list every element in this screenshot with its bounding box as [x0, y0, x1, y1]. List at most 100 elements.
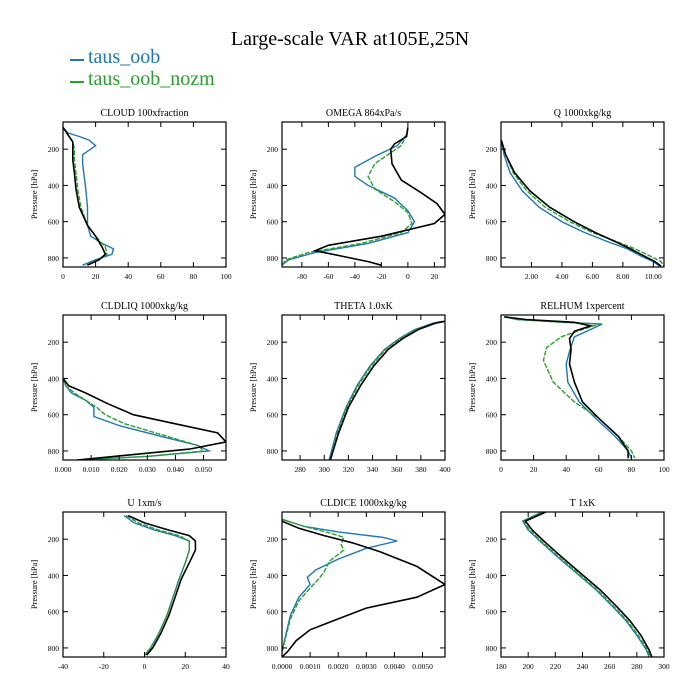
series-line-reference — [127, 514, 197, 656]
panel-title: OMEGA 864xPa/s — [326, 108, 401, 119]
plot-frame — [500, 511, 665, 658]
y-tick-label: 400 — [486, 374, 498, 383]
y-tick-label: 400 — [267, 571, 279, 580]
panel-1: CLOUD 100xfraction 0 20 40 60 80 100 200 400 600 8… — [29, 108, 232, 281]
y-tick-label: 800 — [267, 644, 279, 653]
y-axis-label: Pressure [hPa] — [248, 363, 258, 413]
x-tick-label: 20 — [182, 662, 190, 671]
x-tick-label: -20 — [376, 272, 386, 281]
panel-3: Q 1000xkg/kg 2.00 4.00 6.00 8.00 10.00 200 400 6… — [467, 108, 665, 281]
legend-label-taus-oob-nozm: taus_oob_nozm — [88, 68, 215, 90]
x-tick-label: 0.0000 — [272, 662, 293, 671]
panel-title: Q 1000xkg/kg — [554, 108, 612, 119]
series-line-reference — [504, 316, 629, 459]
y-tick-label: 200 — [267, 145, 279, 154]
panel-9: T 1xK 180 200 220 240 260 280 300 200 400 600 800 Pr… — [467, 498, 670, 671]
x-tick-label: -40 — [58, 662, 68, 671]
panel-6: RELHUM 1xpercent 0 20 40 60 80 100 200 400 600 800… — [467, 301, 670, 474]
x-tick-label: 4.00 — [555, 272, 568, 281]
panel-8: CLDICE 1000xkg/kg 0.0000 0.0010 0.0020 0.003… — [248, 498, 446, 671]
y-axis-label: Pressure [hPa] — [248, 170, 258, 220]
y-tick-label: 600 — [48, 218, 60, 227]
series-line-taus_oob_nozm — [63, 127, 108, 266]
series-line-taus_oob — [63, 126, 115, 266]
plot-frame — [62, 314, 227, 461]
y-tick-label: 400 — [48, 374, 60, 383]
x-tick-label: 80 — [190, 272, 198, 281]
legend-label-taus-oob: taus_oob — [88, 46, 161, 68]
y-tick-label: 200 — [267, 535, 279, 544]
x-tick-label: 280 — [631, 662, 643, 671]
y-tick-label: 200 — [48, 535, 60, 544]
y-tick-label: 800 — [267, 254, 279, 263]
figure-title: Large-scale VAR at105E,25N — [230, 28, 470, 50]
x-tick-label: 360 — [391, 465, 403, 474]
y-axis-label: Pressure [hPa] — [467, 170, 477, 220]
y-tick-label: 600 — [486, 411, 498, 420]
y-axis-label: Pressure [hPa] — [467, 363, 477, 413]
y-tick-label: 800 — [486, 447, 498, 456]
panel-title: T 1xK — [570, 498, 596, 509]
x-tick-label: 80 — [628, 465, 636, 474]
series-line-taus_oob — [328, 320, 443, 460]
series-line-taus_oob_nozm — [282, 518, 345, 654]
x-tick-label: 320 — [343, 465, 355, 474]
x-tick-label: 100 — [220, 272, 232, 281]
series-line-reference — [329, 320, 445, 460]
plot-frame — [281, 511, 446, 658]
series-line-reference — [501, 139, 662, 267]
y-tick-label: 200 — [486, 535, 498, 544]
x-tick-label: 60 — [595, 465, 603, 474]
series-line-taus_oob — [501, 139, 660, 267]
panel-7: U 1xm/s -40 -20 0 20 40 200 400 600 800 Pressure [… — [29, 498, 230, 671]
plot-frame — [281, 121, 446, 268]
plot-frame — [281, 314, 446, 461]
y-tick-label: 200 — [486, 145, 498, 154]
y-tick-label: 800 — [267, 447, 279, 456]
y-tick-label: 600 — [267, 608, 279, 617]
plot-frame — [62, 121, 227, 268]
x-tick-label: 0.0040 — [384, 662, 405, 671]
y-axis-label: Pressure [hPa] — [467, 560, 477, 610]
panel-title: CLDICE 1000xkg/kg — [320, 498, 406, 509]
y-tick-label: 800 — [486, 644, 498, 653]
series-line-reference — [63, 377, 226, 460]
series-line-reference — [63, 126, 107, 266]
y-tick-label: 400 — [486, 571, 498, 580]
series-line-taus_oob_nozm — [125, 514, 190, 656]
x-tick-label: 340 — [367, 465, 379, 474]
x-tick-label: 0.030 — [139, 465, 156, 474]
panel-4: CLDLIQ 1000xkg/kg 0.000 0.010 0.020 0.030 0.0… — [29, 301, 227, 474]
panel-title: CLOUD 100xfraction — [100, 108, 188, 119]
x-tick-label: 0 — [406, 272, 410, 281]
x-tick-label: 40 — [222, 662, 230, 671]
x-tick-label: 0.020 — [111, 465, 128, 474]
y-tick-label: 200 — [48, 145, 60, 154]
x-tick-label: 260 — [604, 662, 616, 671]
series-line-taus_oob — [282, 518, 398, 652]
y-axis-label: Pressure [hPa] — [248, 560, 258, 610]
plot-frame — [62, 511, 227, 658]
x-tick-label: 0.0030 — [356, 662, 377, 671]
plot-frame — [500, 314, 665, 461]
y-tick-label: 800 — [48, 447, 60, 456]
x-tick-label: 0 — [61, 272, 65, 281]
y-tick-label: 600 — [267, 411, 279, 420]
x-tick-label: 20 — [92, 272, 100, 281]
y-tick-label: 200 — [267, 338, 279, 347]
x-tick-label: 0.010 — [83, 465, 100, 474]
x-tick-label: 180 — [495, 662, 507, 671]
x-tick-label: 60 — [157, 272, 165, 281]
y-axis-label: Pressure [hPa] — [29, 363, 39, 413]
x-tick-label: 220 — [550, 662, 562, 671]
series-line-taus_oob_nozm — [329, 320, 443, 460]
x-tick-label: 100 — [658, 465, 670, 474]
x-tick-label: 240 — [577, 662, 589, 671]
y-tick-label: 400 — [48, 571, 60, 580]
series-line-reference — [312, 127, 445, 266]
y-tick-label: 600 — [486, 218, 498, 227]
x-tick-label: -80 — [297, 272, 307, 281]
x-tick-label: 0.040 — [167, 465, 184, 474]
panel-title: THETA 1.0xK — [334, 301, 393, 312]
y-axis-label: Pressure [hPa] — [29, 560, 39, 610]
